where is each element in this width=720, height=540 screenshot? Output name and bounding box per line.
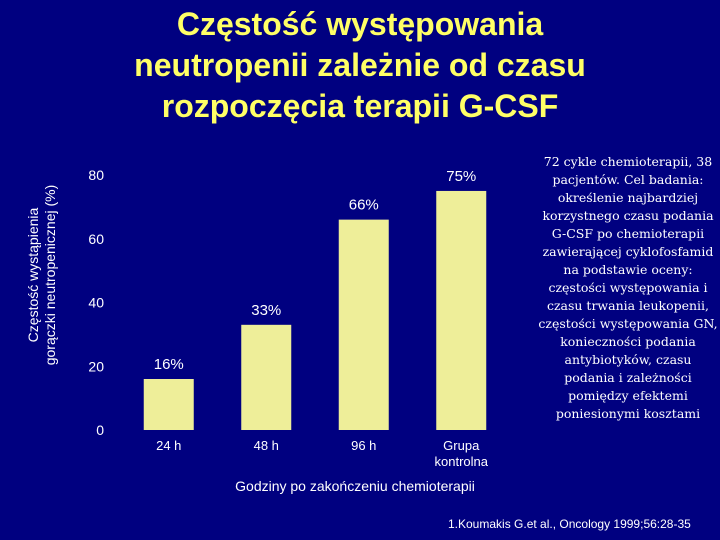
bar xyxy=(338,219,389,430)
bar xyxy=(436,190,487,430)
y-tick-label: 0 xyxy=(96,422,104,438)
bar xyxy=(143,379,194,430)
y-tick-label: 60 xyxy=(88,231,104,247)
data-label: 66% xyxy=(349,197,379,214)
citation: 1.Koumakis G.et al., Oncology 1999;56:28… xyxy=(448,517,691,531)
x-category-label: 24 h xyxy=(156,438,181,453)
bar xyxy=(241,324,292,430)
data-label: 33% xyxy=(251,302,281,319)
data-label: 75% xyxy=(446,168,476,185)
title-line-2: neutropenii zależnie od czasu xyxy=(134,47,586,83)
x-axis-label: Godziny po zakończeniu chemioterapii xyxy=(235,478,475,494)
x-category-label: 48 h xyxy=(254,438,279,453)
title-line-1: Częstość występowania xyxy=(176,6,544,42)
title-line-3: rozpoczęcia terapii G-CSF xyxy=(161,88,559,124)
study-description: 72 cykle chemioterapii, 38 pacjentów. Ce… xyxy=(538,154,718,421)
x-category-label: 96 h xyxy=(351,438,376,453)
x-category-label: Grupa kontrolna xyxy=(435,438,489,469)
data-label: 16% xyxy=(154,356,184,373)
y-tick-label: 20 xyxy=(88,358,104,374)
y-tick-label: 80 xyxy=(88,167,104,183)
chart-title: Częstość występowania neutropenii zależn… xyxy=(60,4,660,127)
y-tick-label: 40 xyxy=(88,295,104,311)
